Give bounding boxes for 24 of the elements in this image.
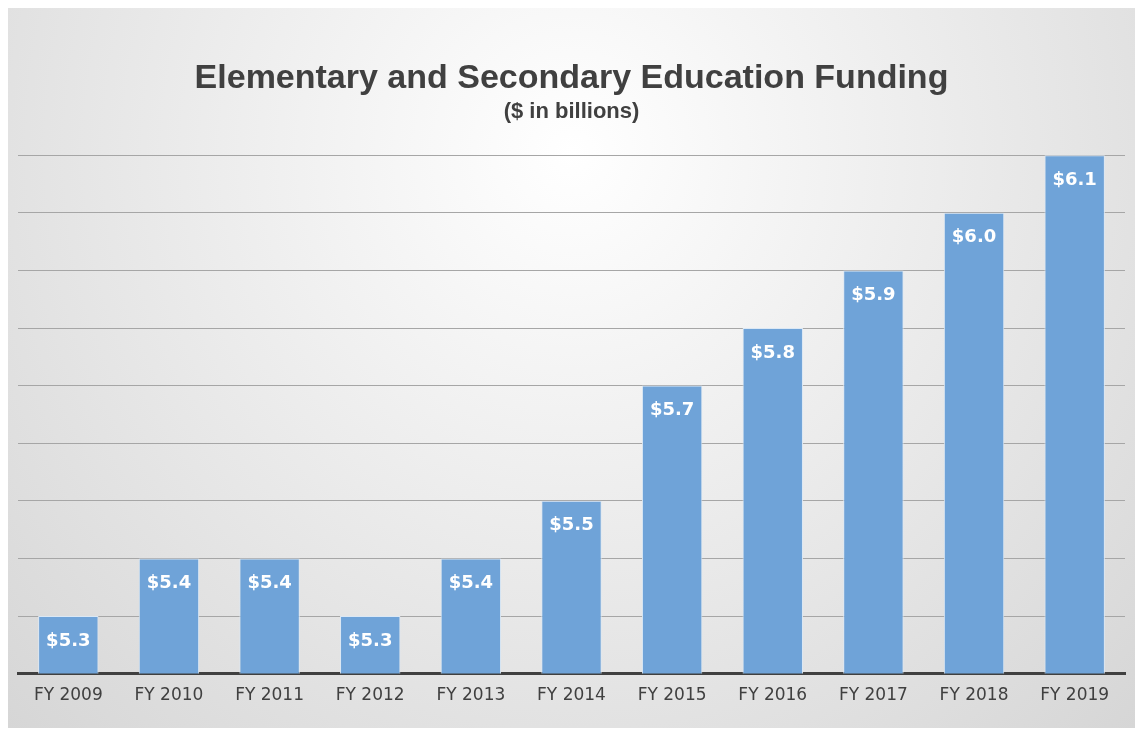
- x-tick-label: FY 2016: [738, 684, 808, 705]
- x-tick-label: FY 2018: [939, 684, 1009, 705]
- data-label: $5.7: [649, 398, 695, 420]
- data-label: $5.8: [750, 340, 795, 362]
- chart-subtitle: ($ in billions): [503, 98, 640, 124]
- data-label: $5.4: [146, 571, 192, 593]
- x-tick-label: FY 2011: [235, 684, 305, 705]
- chart-title: Elementary and Secondary Education Funding: [194, 56, 949, 95]
- data-label: $5.4: [247, 571, 292, 593]
- x-tick-label: FY 2019: [1040, 684, 1110, 705]
- data-label: $5.3: [46, 628, 91, 650]
- x-tick-label: FY 2009: [33, 684, 103, 705]
- x-tick-label: FY 2017: [838, 684, 908, 705]
- x-tick-label: FY 2015: [637, 684, 707, 705]
- data-label: $6.1: [1052, 167, 1097, 189]
- x-tick-label: FY 2014: [537, 684, 606, 705]
- data-label: $6.0: [951, 225, 997, 247]
- x-tick-label: FY 2013: [436, 684, 506, 705]
- data-label: $5.4: [448, 571, 494, 593]
- data-label: $5.3: [348, 628, 393, 650]
- x-tick-label: FY 2012: [335, 684, 405, 705]
- x-tick-label: FY 2010: [134, 684, 204, 705]
- data-label: $5.5: [549, 513, 594, 535]
- data-label: $5.9: [851, 283, 896, 305]
